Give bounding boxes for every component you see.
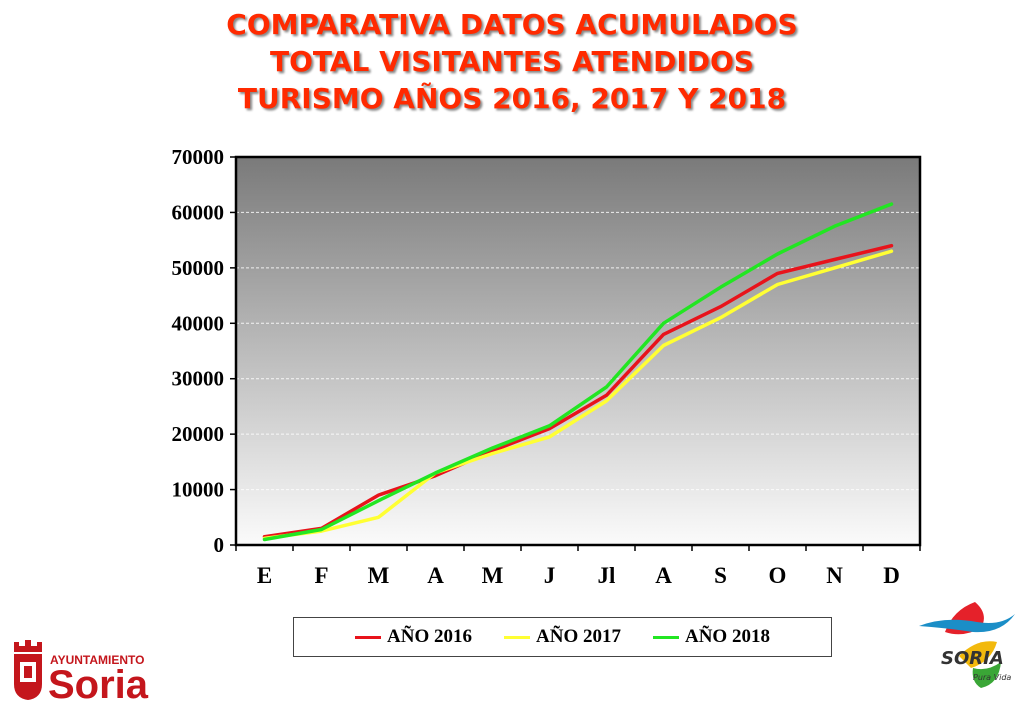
- x-tick-label: D: [883, 563, 900, 588]
- y-tick-label: 30000: [172, 367, 225, 391]
- x-tick-label: S: [714, 563, 727, 588]
- x-tick-label: Jl: [598, 563, 616, 588]
- legend-item-2017: AÑO 2017: [504, 626, 621, 648]
- x-tick-label: A: [427, 563, 444, 588]
- legend-item-2018: AÑO 2018: [652, 626, 770, 648]
- chart-legend: AÑO 2016 AÑO 2017 AÑO 2018: [293, 617, 832, 657]
- title-line-2: TOTAL VISITANTES ATENDIDOS: [270, 45, 754, 78]
- y-tick-label: 70000: [172, 145, 225, 169]
- y-tick-label: 40000: [172, 311, 225, 335]
- title-line-1: COMPARATIVA DATOS ACUMULADOS: [226, 8, 798, 41]
- soria-brand-text: SORIA: [941, 648, 1004, 669]
- x-tick-label: E: [257, 563, 272, 588]
- y-tick-label: 60000: [172, 200, 225, 224]
- legend-swatch-2018: [652, 635, 679, 639]
- series-line-2017: [262, 249, 894, 541]
- y-tick-label: 50000: [172, 256, 225, 280]
- x-tick-label: N: [826, 563, 843, 588]
- legend-label-2016: AÑO 2016: [387, 626, 472, 647]
- legend-swatch-2016: [355, 635, 382, 639]
- ayuntamiento-text: AYUNTAMIENTO: [50, 653, 144, 667]
- title-line-3: TURISMO AÑOS 2016, 2017 Y 2018: [237, 82, 787, 115]
- x-tick-label: J: [544, 563, 556, 588]
- x-tick-label: M: [482, 563, 504, 588]
- plot-border: [234, 155, 922, 547]
- legend-label-2017: AÑO 2017: [536, 626, 621, 647]
- series-line-2016: [262, 243, 894, 539]
- soria-pura-vida-logo: SORIA Pura Vida: [919, 602, 1015, 688]
- chart-title: COMPARATIVA DATOS ACUMULADOS TOTAL VISIT…: [0, 6, 1024, 117]
- legend-item-2016: AÑO 2016: [355, 626, 472, 648]
- y-tick-label: 20000: [172, 422, 225, 446]
- plot-area: [236, 157, 920, 545]
- x-tick-label: A: [655, 563, 672, 588]
- y-tick-label: 10000: [172, 478, 225, 502]
- ayuntamiento-soria-logo: AYUNTAMIENTO Soria: [14, 640, 149, 702]
- y-tick-label: 0: [214, 533, 225, 557]
- x-tick-label: F: [314, 563, 328, 588]
- legend-swatch-2017: [504, 635, 530, 639]
- coat-of-arms-icon: [14, 640, 42, 700]
- soria-text: Soria: [48, 663, 149, 702]
- pura-vida-text: Pura Vida: [973, 673, 1011, 682]
- x-tick-label: M: [368, 563, 390, 588]
- series-line-2018: [262, 202, 894, 542]
- legend-label-2018: AÑO 2018: [684, 626, 770, 647]
- x-tick-label: O: [769, 563, 787, 588]
